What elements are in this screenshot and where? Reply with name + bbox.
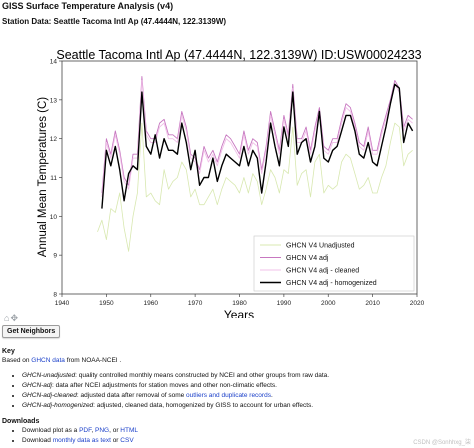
legend-label: GHCN V4 Unadjusted — [286, 243, 355, 250]
key-desc: : quality controlled monthly means const… — [75, 372, 330, 379]
key-term: GHCN-adj-homogenized — [22, 402, 94, 409]
y-axis: 8 9 10 11 12 13 14 — [50, 59, 62, 299]
png-link[interactable]: PNG — [95, 427, 110, 434]
x-tick-label: 2000 — [321, 300, 336, 307]
key-term: GHCN-adj-cleaned — [22, 392, 77, 399]
plot-toolbar: ⌂✥ — [4, 313, 19, 324]
based-suffix: from NOAA-NCEI . — [64, 357, 122, 364]
x-tick-label: 2010 — [365, 300, 380, 307]
y-tick-label: 12 — [50, 136, 58, 143]
legend-label: GHCN V4 adj - homogenized — [286, 280, 377, 287]
x-tick-label: 1990 — [277, 300, 292, 307]
key-desc: : adjusted data after removal of some — [76, 392, 187, 399]
key-desc-end: . — [270, 392, 273, 399]
x-tick-label: 1950 — [99, 300, 114, 307]
key-desc: : adjusted, cleaned data, homogenized by… — [93, 402, 314, 409]
watermark: CSDN @Sonhhxg_柒 — [413, 440, 471, 446]
x-tick-label: 1940 — [55, 300, 70, 307]
csv-link[interactable]: CSV — [120, 437, 134, 444]
legend-label: GHCN V4 adj - cleaned — [286, 268, 359, 275]
key-item-homogenized: GHCN-adj-homogenized: adjusted, cleaned … — [22, 402, 329, 409]
key-item-adj-cleaned: GHCN-adj-cleaned: adjusted data after re… — [22, 392, 329, 399]
series-line-2 — [101, 76, 413, 194]
key-desc: : data after NCEI adjustments for statio… — [51, 382, 277, 389]
key-term: GHCN-unadjusted — [22, 372, 76, 379]
pdf-link[interactable]: PDF — [79, 427, 92, 434]
monthly-data-link[interactable]: monthly data as text — [52, 437, 111, 444]
html-link[interactable]: HTML — [120, 427, 138, 434]
key-term: GHCN-adj — [22, 382, 52, 389]
y-axis-label: Annual Mean Temperatures (C) — [37, 97, 49, 257]
x-axis-label: Years — [224, 308, 254, 318]
series-line-4 — [101, 83, 414, 209]
download-data-prefix: Download — [22, 437, 53, 444]
y-tick-label: 10 — [50, 214, 58, 221]
key-heading: Key — [2, 348, 15, 355]
key-based-on: Based on GHCN data from NOAA-NCEI . — [2, 357, 121, 364]
key-item-unadjusted: GHCN-unadjusted: quality controlled mont… — [22, 372, 329, 379]
y-tick-label: 9 — [53, 253, 57, 260]
download-data-item: Download monthly data as text or CSV — [22, 437, 138, 444]
sep: , — [91, 427, 95, 434]
outliers-link[interactable]: outliers and duplicate records — [186, 392, 271, 399]
series-lines — [97, 76, 414, 252]
downloads-heading: Downloads — [2, 418, 40, 425]
home-icon[interactable]: ⌂ — [4, 313, 11, 323]
key-item-adj: GHCN-adj: data after NCEI adjustments fo… — [22, 382, 329, 389]
move-icon[interactable]: ✥ — [10, 313, 19, 323]
x-tick-label: 1960 — [144, 300, 159, 307]
series-line-3 — [101, 79, 413, 197]
station-line: Station Data: Seattle Tacoma Intl Ap (47… — [2, 17, 227, 26]
series-line-1 — [97, 122, 413, 252]
x-axis: 1940 1950 1960 1970 1980 1990 2000 2010 2020 — [55, 294, 425, 307]
sep: or — [110, 437, 121, 444]
x-tick-label: 1970 — [188, 300, 203, 307]
download-plot-prefix: Download plot as a — [22, 427, 80, 434]
temperature-chart: Seattle Tacoma Intl Ap (47.4444N, 122.31… — [37, 48, 425, 318]
legend: GHCN V4 Unadjusted GHCN V4 adj GHCN V4 adj… — [253, 235, 415, 292]
key-list: GHCN-unadjusted: quality controlled mont… — [10, 372, 329, 412]
sep: , or — [109, 427, 121, 434]
y-tick-label: 11 — [50, 175, 57, 182]
y-tick-label: 8 — [53, 292, 57, 299]
y-tick-label: 13 — [50, 97, 58, 104]
x-tick-label: 2020 — [410, 300, 425, 307]
downloads-list: Download plot as a PDF, PNG, or HTML Dow… — [10, 427, 138, 447]
y-tick-label: 14 — [50, 59, 58, 66]
page-title: GISS Surface Temperature Analysis (v4) — [2, 1, 174, 11]
chart-title: Seattle Tacoma Intl Ap (47.4444N, 122.31… — [56, 48, 421, 62]
based-prefix: Based on — [2, 357, 32, 364]
download-plot-item: Download plot as a PDF, PNG, or HTML — [22, 427, 138, 434]
legend-label: GHCN V4 adj — [286, 255, 329, 262]
get-neighbors-button[interactable]: Get Neighbors — [2, 325, 61, 338]
x-tick-label: 1980 — [232, 300, 247, 307]
ghcn-data-link[interactable]: GHCN data — [31, 357, 65, 364]
